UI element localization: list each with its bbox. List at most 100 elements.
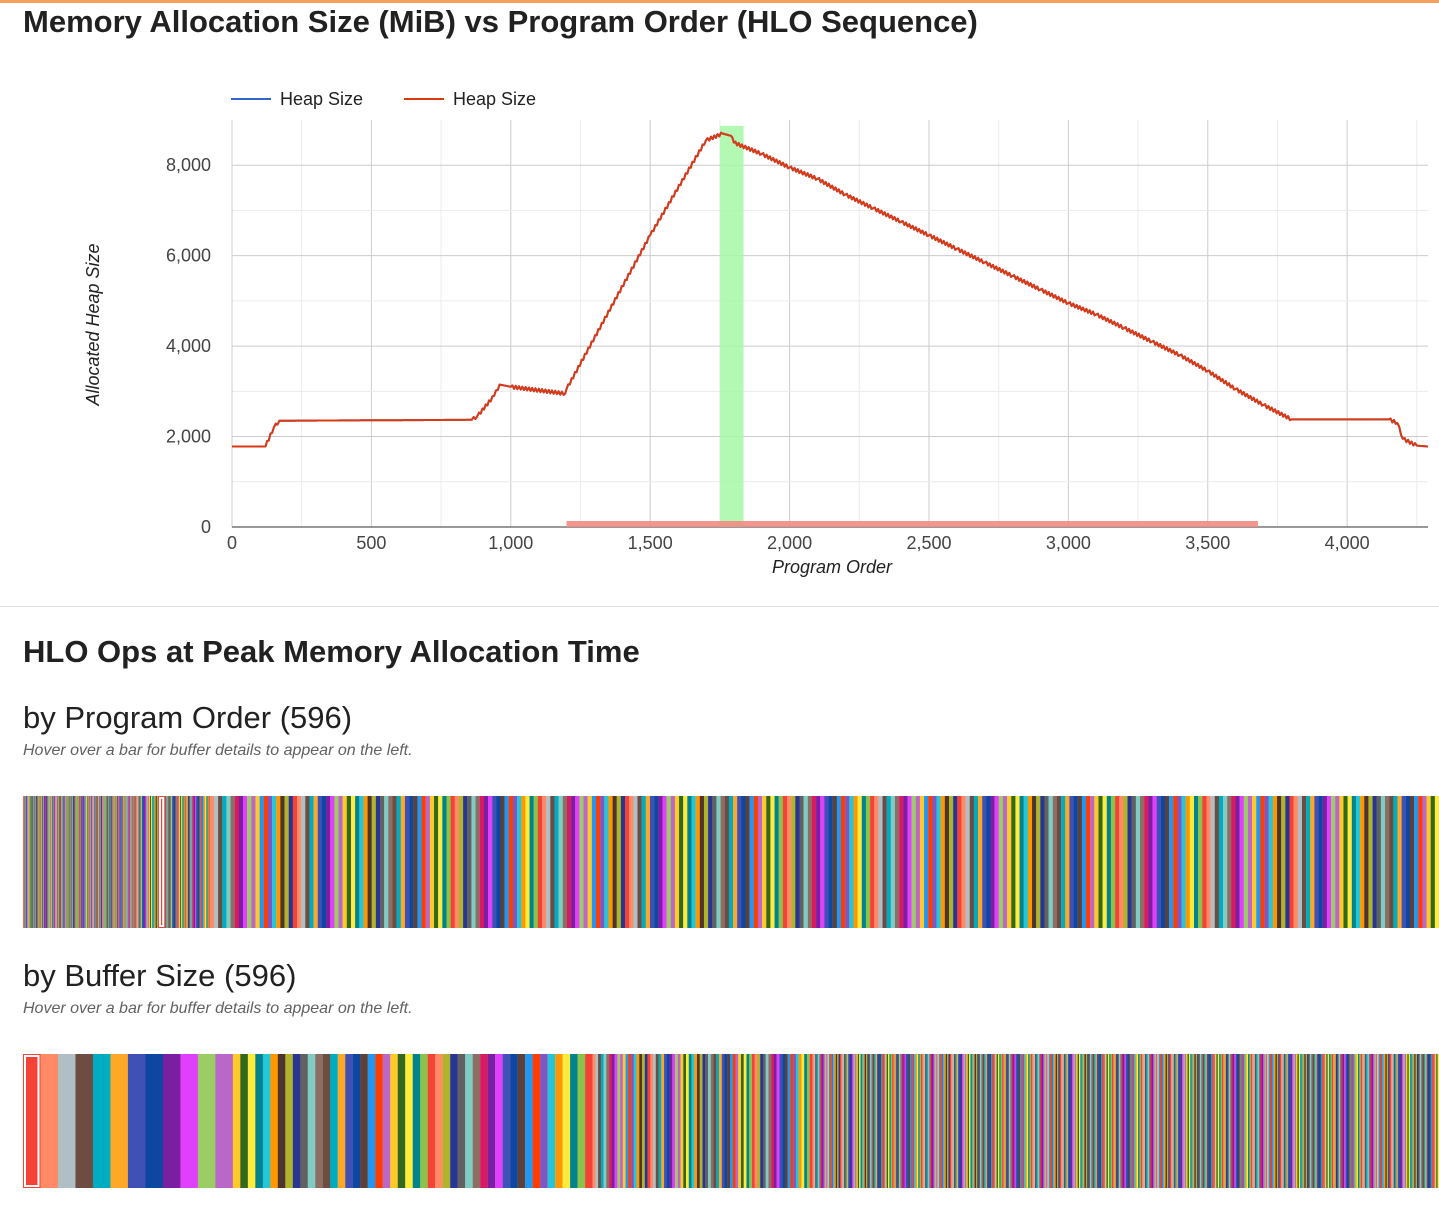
buffer-size-bar[interactable] — [450, 1054, 458, 1188]
program-order-bar[interactable] — [1368, 796, 1373, 928]
buffer-size-bar[interactable] — [1136, 1054, 1139, 1188]
buffer-size-bar[interactable] — [1318, 1054, 1320, 1188]
program-order-bar[interactable] — [400, 796, 406, 928]
buffer-size-bar[interactable] — [680, 1054, 684, 1188]
program-order-bar[interactable] — [53, 796, 55, 928]
buffer-size-bar[interactable] — [647, 1054, 651, 1188]
buffer-size-bar[interactable] — [969, 1054, 971, 1188]
program-order-bar[interactable] — [43, 796, 45, 928]
buffer-size-bar[interactable] — [1153, 1054, 1155, 1188]
program-order-bar[interactable] — [824, 796, 829, 928]
program-order-bar[interactable] — [59, 796, 61, 928]
buffer-size-bar[interactable] — [1144, 1054, 1147, 1188]
program-order-bar[interactable] — [388, 796, 393, 928]
program-order-bar[interactable] — [1256, 796, 1261, 928]
program-order-bar[interactable] — [84, 796, 85, 928]
program-order-bar[interactable] — [42, 796, 43, 928]
buffer-size-bar[interactable] — [885, 1054, 887, 1188]
buffer-size-bar[interactable] — [1388, 1054, 1390, 1188]
program-order-bar[interactable] — [1360, 796, 1365, 928]
buffer-size-bar[interactable] — [23, 1054, 41, 1188]
buffer-size-bar[interactable] — [1018, 1054, 1021, 1188]
program-order-bar[interactable] — [44, 796, 46, 928]
buffer-size-bar[interactable] — [1290, 1054, 1293, 1188]
buffer-size-bar[interactable] — [1364, 1054, 1367, 1188]
program-order-bar[interactable] — [1227, 796, 1232, 928]
program-order-bar[interactable] — [1040, 796, 1045, 928]
buffer-size-bar[interactable] — [1026, 1054, 1029, 1188]
buffer-size-bar[interactable] — [285, 1054, 293, 1188]
buffer-size-bar[interactable] — [1433, 1054, 1436, 1188]
buffer-size-bar[interactable] — [1194, 1054, 1196, 1188]
program-order-bar[interactable] — [458, 796, 464, 928]
program-order-bar[interactable] — [157, 796, 166, 928]
buffer-size-bar[interactable] — [970, 1054, 972, 1188]
buffer-size-bar[interactable] — [868, 1054, 871, 1188]
buffer-size-bar[interactable] — [980, 1054, 982, 1188]
buffer-size-bar[interactable] — [1025, 1054, 1027, 1188]
program-order-bar[interactable] — [1235, 796, 1240, 928]
buffer-size-bar[interactable] — [882, 1054, 885, 1188]
buffer-size-bar[interactable] — [724, 1054, 728, 1188]
program-order-bar[interactable] — [762, 796, 767, 928]
buffer-size-bar[interactable] — [1313, 1054, 1316, 1188]
program-order-bar[interactable] — [122, 796, 123, 928]
program-order-bar[interactable] — [109, 796, 111, 928]
program-order-bar[interactable] — [29, 796, 30, 928]
program-order-bar[interactable] — [33, 796, 35, 928]
program-order-bar[interactable] — [550, 796, 555, 928]
program-order-bar[interactable] — [87, 796, 88, 928]
program-order-bar[interactable] — [213, 796, 219, 928]
buffer-size-bar[interactable] — [919, 1054, 922, 1188]
program-order-bar[interactable] — [226, 796, 231, 928]
program-order-bar[interactable] — [31, 796, 33, 928]
buffer-size-bar[interactable] — [1370, 1054, 1372, 1188]
buffer-size-bar[interactable] — [993, 1054, 996, 1188]
buffer-size-bar[interactable] — [1253, 1054, 1256, 1188]
buffer-size-bar[interactable] — [1221, 1054, 1224, 1188]
buffer-size-bar[interactable] — [1337, 1054, 1339, 1188]
program-order-bar[interactable] — [774, 796, 779, 928]
buffer-size-bar[interactable] — [1344, 1054, 1346, 1188]
buffer-size-bar[interactable] — [1426, 1054, 1429, 1188]
program-order-bar[interactable] — [85, 796, 86, 928]
program-order-bar[interactable] — [27, 796, 28, 928]
buffer-size-bar[interactable] — [1017, 1054, 1019, 1188]
buffer-size-bar[interactable] — [784, 1054, 788, 1188]
buffer-size-bar[interactable] — [907, 1054, 909, 1188]
buffer-size-bar[interactable] — [863, 1054, 865, 1188]
program-order-bar[interactable] — [911, 796, 916, 928]
buffer-size-bar[interactable] — [819, 1054, 821, 1188]
buffer-size-bar[interactable] — [705, 1054, 709, 1188]
buffer-size-bar[interactable] — [1289, 1054, 1291, 1188]
program-order-bar[interactable] — [1048, 796, 1053, 928]
program-order-bar[interactable] — [272, 796, 277, 928]
program-order-bar[interactable] — [30, 796, 31, 928]
buffer-size-bar[interactable] — [1282, 1054, 1284, 1188]
program-order-bar[interactable] — [129, 796, 130, 928]
program-order-bar[interactable] — [1119, 796, 1124, 928]
program-order-bar[interactable] — [80, 796, 81, 928]
program-order-bar[interactable] — [54, 796, 55, 928]
buffer-size-bar[interactable] — [540, 1054, 548, 1188]
buffer-size-bar[interactable] — [883, 1054, 886, 1188]
buffer-size-bar[interactable] — [606, 1054, 610, 1188]
buffer-size-bar[interactable] — [973, 1054, 975, 1188]
buffer-size-bar[interactable] — [1096, 1054, 1099, 1188]
buffer-size-bar[interactable] — [757, 1054, 761, 1188]
program-order-bar[interactable] — [894, 796, 900, 928]
buffer-size-bar[interactable] — [1319, 1054, 1321, 1188]
buffer-size-bar[interactable] — [835, 1054, 838, 1188]
program-order-bar[interactable] — [74, 796, 76, 928]
program-order-bar[interactable] — [153, 796, 155, 928]
buffer-size-bar[interactable] — [639, 1054, 643, 1188]
program-order-bar[interactable] — [309, 796, 314, 928]
program-order-bar[interactable] — [658, 796, 663, 928]
buffer-size-bar[interactable] — [1117, 1054, 1119, 1188]
buffer-size-bar[interactable] — [337, 1054, 346, 1188]
buffer-size-bar[interactable] — [867, 1054, 869, 1188]
buffer-size-bar[interactable] — [933, 1054, 935, 1188]
program-order-bar[interactable] — [803, 796, 808, 928]
program-order-bar[interactable] — [1264, 796, 1269, 928]
program-order-bar[interactable] — [112, 796, 114, 928]
